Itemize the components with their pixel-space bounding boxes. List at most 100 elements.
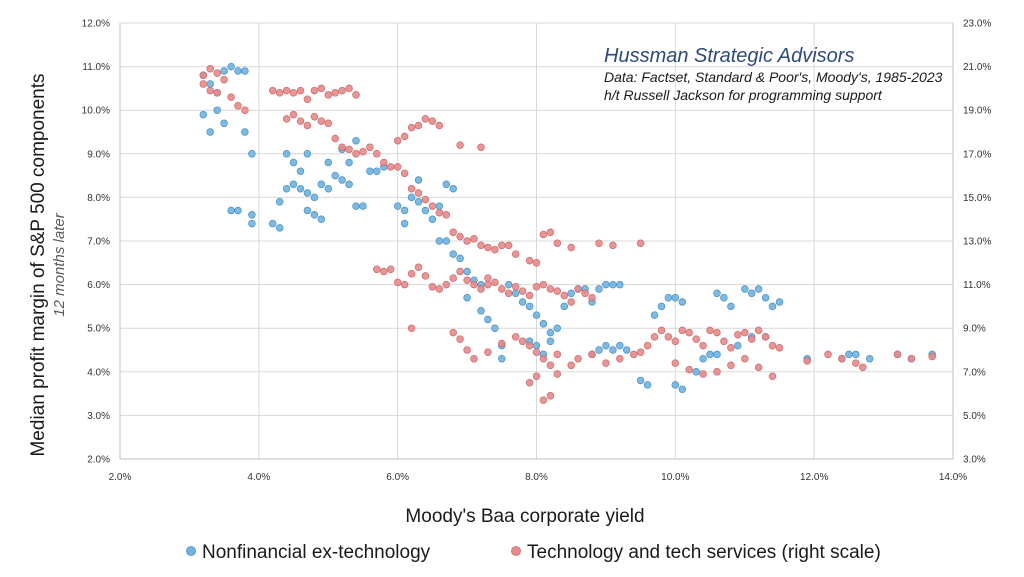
point-technology <box>456 141 464 149</box>
point-nonfinancial <box>622 346 631 354</box>
point-nonfinancial <box>359 202 367 210</box>
point-technology <box>331 134 339 143</box>
point-nonfinancial <box>296 167 305 175</box>
point-nonfinancial <box>248 150 256 158</box>
point-technology <box>574 354 582 363</box>
point-nonfinancial <box>706 350 714 359</box>
point-nonfinancial <box>310 211 319 219</box>
point-nonfinancial <box>227 206 235 215</box>
point-nonfinancial <box>303 189 312 197</box>
point-nonfinancial <box>199 110 208 119</box>
point-technology <box>511 333 520 341</box>
point-technology <box>803 357 811 365</box>
point-technology <box>220 75 228 84</box>
point-technology <box>546 392 555 400</box>
point-technology <box>768 372 777 380</box>
y-tick-label: 12.0% <box>82 19 110 30</box>
point-technology <box>525 378 534 387</box>
point-technology <box>616 354 624 363</box>
y2-tick-label: 17.0% <box>963 149 991 160</box>
point-technology <box>685 328 693 337</box>
point-technology <box>518 287 527 295</box>
point-nonfinancial <box>463 267 471 276</box>
point-nonfinancial <box>324 184 333 193</box>
y2-tick-label: 9.0% <box>963 324 986 335</box>
point-nonfinancial <box>289 180 298 189</box>
point-technology <box>525 256 534 265</box>
point-technology <box>303 121 312 130</box>
x-axis-label: Moody's Baa corporate yield <box>405 506 644 527</box>
y-tick-label: 9.0% <box>87 149 110 160</box>
point-technology <box>893 350 902 359</box>
point-technology <box>664 333 673 341</box>
point-technology <box>400 132 409 141</box>
y2-tick-label: 19.0% <box>963 106 991 117</box>
point-nonfinancial <box>713 350 721 359</box>
point-technology <box>595 239 603 247</box>
point-nonfinancial <box>616 341 624 350</box>
point-technology <box>373 150 381 158</box>
y-tick-label: 5.0% <box>87 324 110 335</box>
point-technology <box>414 121 423 130</box>
point-nonfinancial <box>553 324 562 332</box>
point-technology <box>511 250 520 258</box>
point-technology <box>456 232 464 241</box>
point-technology <box>470 280 478 289</box>
y2-tick-label: 13.0% <box>963 237 991 248</box>
legend-marker-nonfinancial <box>186 546 196 556</box>
point-nonfinancial <box>643 381 652 389</box>
point-nonfinancial <box>282 184 291 193</box>
point-technology <box>692 335 700 343</box>
point-technology <box>532 348 541 356</box>
point-technology <box>657 326 666 335</box>
point-nonfinancial <box>435 237 444 245</box>
point-technology <box>206 86 214 95</box>
annotation-credit: h/t Russell Jackson for programming supp… <box>604 87 883 103</box>
point-nonfinancial <box>546 337 555 346</box>
point-technology <box>498 285 506 293</box>
point-technology <box>386 163 395 171</box>
point-nonfinancial <box>373 167 381 175</box>
point-nonfinancial <box>400 206 409 215</box>
point-technology <box>213 89 221 97</box>
point-nonfinancial <box>393 202 402 210</box>
point-nonfinancial <box>616 280 624 289</box>
point-technology <box>199 80 208 88</box>
point-technology <box>518 337 527 346</box>
point-technology <box>720 337 728 346</box>
point-nonfinancial <box>525 302 534 311</box>
point-technology <box>727 344 735 352</box>
point-nonfinancial <box>504 280 513 289</box>
legend-label-technology: Technology and tech services (right scal… <box>527 542 881 563</box>
point-nonfinancial <box>720 293 728 302</box>
y2-tick-label: 11.0% <box>963 280 991 291</box>
point-technology <box>386 265 395 274</box>
point-nonfinancial <box>768 302 777 311</box>
annotation-title: Hussman Strategic Advisors <box>604 45 854 67</box>
point-nonfinancial <box>650 311 659 319</box>
point-nonfinancial <box>296 184 305 193</box>
y2-tick-label: 23.0% <box>963 19 991 30</box>
point-technology <box>546 285 555 293</box>
point-nonfinancial <box>609 280 617 289</box>
axes <box>119 23 954 460</box>
point-nonfinancial <box>248 219 256 228</box>
x-tick-label: 6.0% <box>386 472 409 483</box>
legend-label-nonfinancial: Nonfinancial ex-technology <box>202 542 431 563</box>
point-technology <box>629 350 638 359</box>
point-technology <box>338 86 346 95</box>
point-technology <box>407 269 416 278</box>
point-nonfinancial <box>498 354 506 363</box>
point-nonfinancial <box>775 298 784 306</box>
point-technology <box>400 169 409 178</box>
point-technology <box>504 289 513 298</box>
point-nonfinancial <box>275 198 284 206</box>
point-nonfinancial <box>220 67 228 75</box>
point-nonfinancial <box>692 368 700 376</box>
legend-item-technology: Technology and tech services (right scal… <box>511 542 881 563</box>
point-nonfinancial <box>220 119 228 128</box>
point-nonfinancial <box>671 293 680 302</box>
tick-labels: 2.0% 3.0% 4.0% 5.0% 6.0% 7.0% 8.0% 9.0% 10.0% 11.… <box>82 19 992 484</box>
point-technology <box>449 228 457 237</box>
